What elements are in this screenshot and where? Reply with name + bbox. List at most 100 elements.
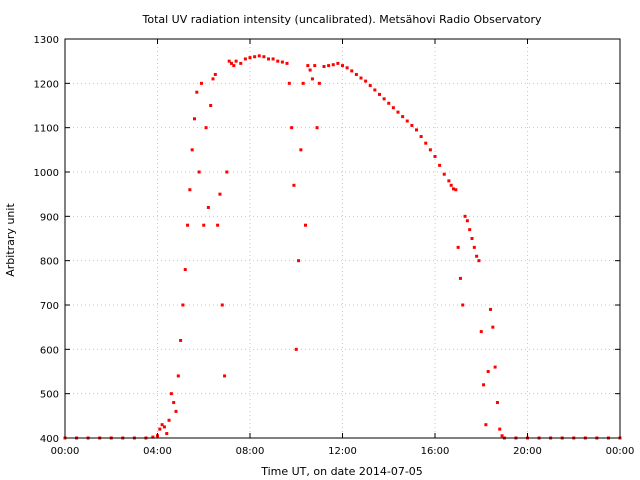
data-point — [248, 56, 252, 60]
data-point — [223, 374, 227, 378]
data-point — [327, 64, 331, 68]
data-point — [213, 72, 217, 76]
data-point — [287, 81, 291, 85]
y-tick-label: 600 — [40, 345, 59, 356]
data-point — [232, 64, 236, 68]
data-point — [331, 63, 335, 67]
data-point — [428, 148, 432, 152]
data-point — [225, 170, 229, 174]
x-tick-label: 00:00 — [51, 446, 80, 457]
y-tick-label: 400 — [40, 434, 59, 445]
data-point — [341, 64, 344, 68]
data-point — [449, 183, 453, 187]
data-point — [458, 276, 462, 280]
chart-title: Total UV radiation intensity (uncalibrat… — [142, 13, 542, 26]
data-point — [491, 325, 495, 329]
data-point — [186, 223, 190, 227]
data-point — [299, 148, 303, 152]
data-point — [498, 427, 502, 431]
data-point — [465, 219, 469, 223]
data-point — [204, 126, 208, 130]
data-point — [313, 64, 317, 68]
data-point — [470, 237, 474, 240]
data-point — [297, 259, 301, 263]
data-point — [162, 425, 166, 429]
data-point — [419, 135, 423, 139]
data-point — [276, 59, 280, 63]
data-point — [216, 223, 220, 227]
data-point — [495, 401, 499, 405]
data-point — [199, 81, 203, 85]
y-tick-labels: 400 500 600 700 800 900 1000 1100 1200 1300 — [34, 35, 59, 445]
data-point — [243, 57, 247, 61]
y-axis-label: Arbitrary unit — [4, 203, 17, 277]
data-point — [197, 170, 201, 174]
data-point — [172, 401, 176, 405]
data-point — [424, 141, 428, 145]
data-point — [368, 84, 372, 88]
data-point — [202, 223, 206, 227]
data-point — [290, 126, 294, 130]
data-point — [193, 117, 196, 121]
data-point — [176, 374, 180, 378]
data-point — [415, 128, 418, 132]
data-point — [294, 347, 298, 351]
data-point — [401, 115, 405, 119]
data-point — [239, 61, 243, 65]
data-point — [301, 81, 305, 85]
data-point — [378, 92, 381, 96]
x-tick-label: 12:00 — [328, 446, 357, 457]
data-point — [174, 409, 178, 413]
data-point — [438, 163, 442, 167]
y-tick-label: 1200 — [34, 79, 59, 90]
data-point — [336, 61, 340, 65]
data-point — [472, 245, 476, 249]
x-axis-label: Time UT, on date 2014-07-05 — [260, 465, 423, 478]
y-tick-label: 900 — [40, 212, 59, 223]
data-point — [486, 370, 490, 373]
data-point — [442, 172, 446, 176]
data-point — [373, 88, 377, 92]
data-point — [463, 214, 467, 218]
data-point — [468, 228, 472, 232]
axis-ticks — [64, 38, 621, 439]
data-point — [262, 55, 266, 59]
data-point — [304, 223, 307, 227]
data-point — [285, 61, 289, 65]
data-point — [317, 81, 321, 85]
y-tick-label: 1100 — [34, 124, 59, 135]
data-point — [364, 79, 368, 83]
data-point — [230, 61, 233, 65]
data-point — [267, 57, 270, 61]
x-tick-labels: 00:00 04:00 08:00 12:00 16:00 20:00 00:00 — [51, 446, 635, 457]
data-point — [433, 154, 437, 158]
data-point — [477, 259, 481, 263]
data-point — [271, 57, 275, 61]
data-point — [315, 126, 319, 130]
data-point — [308, 68, 312, 72]
data-point — [345, 66, 349, 70]
data-point — [218, 192, 222, 196]
data-point — [322, 64, 326, 68]
x-tick-label: 16:00 — [421, 446, 450, 457]
data-point — [396, 110, 400, 114]
plot-frame — [64, 38, 621, 439]
data-point — [181, 303, 185, 307]
x-tick-label: 04:00 — [143, 446, 172, 457]
data-point — [169, 392, 173, 396]
data-point — [234, 59, 238, 63]
data-point — [306, 64, 310, 68]
data-point — [209, 104, 213, 107]
data-point — [151, 435, 155, 439]
data-point — [350, 69, 354, 73]
data-point — [195, 90, 199, 94]
data-point — [158, 427, 162, 431]
data-point — [447, 179, 451, 183]
y-tick-label: 500 — [40, 390, 59, 401]
data-points — [63, 54, 622, 440]
y-tick-label: 1300 — [34, 35, 59, 46]
data-point — [391, 106, 395, 110]
data-point — [475, 254, 479, 258]
data-point — [479, 330, 483, 334]
